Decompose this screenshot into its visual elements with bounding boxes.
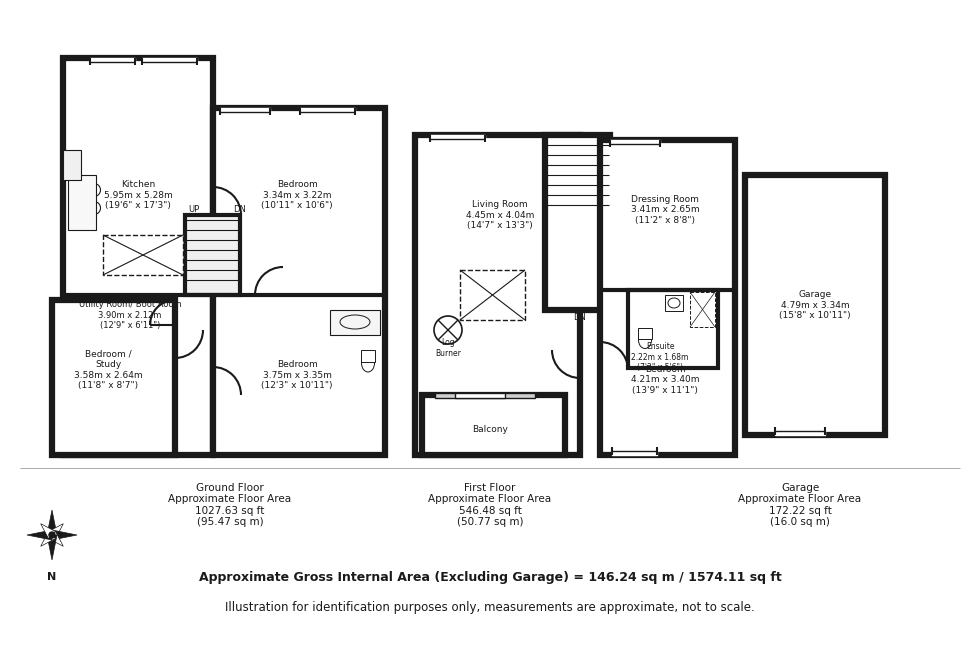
Text: Garage
4.79m x 3.34m
(15'8" x 10'11"): Garage 4.79m x 3.34m (15'8" x 10'11"): [779, 290, 851, 320]
Bar: [455, 393, 505, 398]
Bar: [63, 58, 213, 455]
Bar: [745, 175, 885, 435]
Bar: [665, 295, 683, 311]
Bar: [63, 150, 81, 180]
Polygon shape: [41, 532, 56, 547]
Circle shape: [49, 532, 55, 538]
Text: Illustration for identification purposes only, measurements are approximate, not: Illustration for identification purposes…: [225, 601, 755, 614]
Bar: [90, 58, 135, 66]
Polygon shape: [48, 532, 64, 547]
Text: Ensuite
2.22m x 1.68m
(7'3" x 5'6"): Ensuite 2.22m x 1.68m (7'3" x 5'6"): [631, 342, 689, 372]
Bar: [142, 58, 197, 66]
Bar: [628, 290, 718, 368]
Text: Bedroom
4.21m x 3.40m
(13'9" x 11'1"): Bedroom 4.21m x 3.40m (13'9" x 11'1"): [631, 365, 700, 395]
Bar: [68, 175, 96, 230]
Polygon shape: [27, 530, 52, 540]
Bar: [638, 328, 652, 339]
Bar: [300, 108, 355, 116]
Text: Garage
Approximate Floor Area
172.22 sq ft
(16.0 sq m): Garage Approximate Floor Area 172.22 sq …: [739, 483, 861, 528]
Text: Approximate Gross Internal Area (Excluding Garage) = 146.24 sq m / 1574.11 sq ft: Approximate Gross Internal Area (Excludi…: [199, 571, 781, 584]
Text: Bedroom /
Study
3.58m x 2.64m
(11'8" x 8'7"): Bedroom / Study 3.58m x 2.64m (11'8" x 8…: [74, 350, 142, 390]
Bar: [460, 270, 525, 320]
Polygon shape: [47, 535, 57, 560]
Bar: [103, 235, 183, 275]
Polygon shape: [48, 524, 64, 539]
Text: Bedroom
3.75m x 3.35m
(12'3" x 10'11"): Bedroom 3.75m x 3.35m (12'3" x 10'11"): [262, 360, 333, 390]
Bar: [775, 427, 825, 435]
Bar: [600, 140, 735, 455]
Text: Dressing Room
3.41m x 2.65m
(11'2" x 8'8"): Dressing Room 3.41m x 2.65m (11'2" x 8'8…: [631, 195, 700, 225]
Text: First Floor
Approximate Floor Area
546.48 sq ft
(50.77 sq m): First Floor Approximate Floor Area 546.4…: [428, 483, 552, 528]
Bar: [430, 135, 485, 143]
Text: Balcony: Balcony: [472, 426, 508, 434]
Bar: [213, 108, 385, 455]
Bar: [610, 140, 660, 148]
Bar: [435, 393, 535, 398]
Bar: [545, 135, 610, 310]
Text: Living Room
4.45m x 4.04m
(14'7" x 13'3"): Living Room 4.45m x 4.04m (14'7" x 13'3"…: [466, 200, 534, 230]
Polygon shape: [52, 530, 77, 540]
Bar: [422, 395, 565, 455]
Bar: [220, 108, 270, 116]
Text: DN: DN: [573, 313, 586, 323]
Text: N: N: [47, 572, 57, 582]
Text: UP: UP: [188, 206, 200, 214]
Bar: [612, 447, 657, 455]
Polygon shape: [47, 510, 57, 535]
Text: Ground Floor
Approximate Floor Area
1027.63 sq ft
(95.47 sq m): Ground Floor Approximate Floor Area 1027…: [169, 483, 292, 528]
Bar: [330, 310, 380, 335]
Bar: [415, 135, 580, 455]
Text: Log
Burner: Log Burner: [435, 338, 461, 358]
Text: DN: DN: [233, 206, 246, 214]
Polygon shape: [41, 524, 56, 539]
Bar: [361, 350, 375, 362]
Bar: [185, 215, 240, 295]
Bar: [52, 300, 175, 455]
Text: Kitchen
5.95m x 5.28m
(19'6" x 17'3"): Kitchen 5.95m x 5.28m (19'6" x 17'3"): [104, 180, 172, 210]
Text: Utility Room/ Boot Room
3.90m x 2.12m
(12'9" x 6'11"): Utility Room/ Boot Room 3.90m x 2.12m (1…: [78, 300, 181, 330]
Bar: [690, 292, 715, 327]
Text: Bedroom
3.34m x 3.22m
(10'11" x 10'6"): Bedroom 3.34m x 3.22m (10'11" x 10'6"): [262, 180, 333, 210]
